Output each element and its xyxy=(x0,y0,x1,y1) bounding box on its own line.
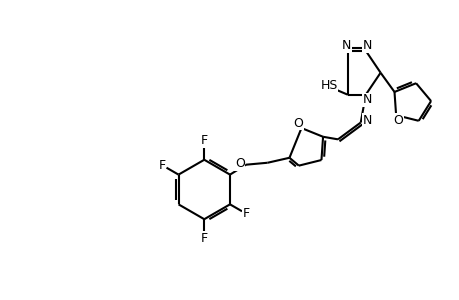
Text: O: O xyxy=(392,114,402,127)
Text: O: O xyxy=(293,117,303,130)
Text: F: F xyxy=(242,207,249,220)
Text: F: F xyxy=(200,232,207,244)
Text: N: N xyxy=(341,39,351,52)
Text: N: N xyxy=(362,39,372,52)
Text: N: N xyxy=(362,114,372,127)
Text: HS: HS xyxy=(320,80,337,92)
Text: F: F xyxy=(158,159,165,172)
Text: F: F xyxy=(200,134,207,147)
Text: N: N xyxy=(362,93,372,106)
Text: O: O xyxy=(235,157,244,170)
